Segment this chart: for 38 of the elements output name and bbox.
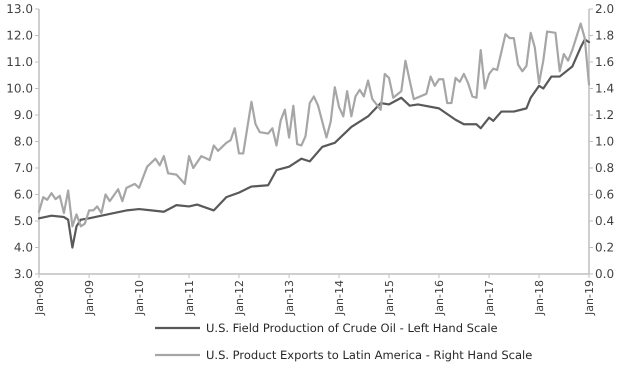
x-tick-label: Jan-09 bbox=[82, 280, 96, 316]
x-tick-label: Jan-15 bbox=[382, 280, 396, 316]
x-tick-label: Jan-16 bbox=[432, 280, 446, 316]
x-tick-label: Jan-10 bbox=[132, 280, 146, 316]
y-tick-label: 9.0 bbox=[14, 108, 33, 122]
y2-tick-label: 1.4 bbox=[595, 82, 614, 96]
y-tick-label: 6.0 bbox=[14, 188, 33, 202]
y-tick-label: 12.0 bbox=[6, 28, 33, 43]
x-tick-label: Jan-11 bbox=[182, 280, 196, 316]
y2-tick-label: 2.0 bbox=[595, 2, 614, 16]
y2-tick-label: 1.6 bbox=[595, 55, 614, 70]
y2-tick-label: 0.0 bbox=[595, 267, 614, 282]
y-tick-label: 10.0 bbox=[6, 82, 33, 96]
y-tick-label: 7.0 bbox=[14, 161, 33, 176]
y2-tick-label: 0.8 bbox=[595, 161, 614, 176]
y2-tick-label: 0.4 bbox=[595, 214, 614, 228]
y2-tick-label: 0.6 bbox=[595, 188, 614, 202]
y2-tick-label: 1.8 bbox=[595, 28, 614, 43]
y-tick-label: 4.0 bbox=[14, 240, 33, 255]
y-tick-label: 5.0 bbox=[14, 214, 33, 228]
y-tick-label: 3.0 bbox=[14, 267, 33, 282]
x-tick-label: Jan-14 bbox=[332, 280, 346, 316]
line-series bbox=[38, 22, 590, 228]
y2-tick-label: 1.2 bbox=[595, 108, 614, 122]
x-tick-label: Jan-17 bbox=[482, 280, 496, 316]
x-tick-label: Jan-12 bbox=[232, 280, 246, 316]
x-tick-label: Jan-08 bbox=[32, 280, 46, 316]
legend-label: U.S. Field Production of Crude Oil - Left Hand Scale bbox=[206, 321, 498, 336]
y-tick-label: 8.0 bbox=[14, 134, 33, 149]
y-tick-label: 11.0 bbox=[6, 55, 33, 70]
y-tick-label: 13.0 bbox=[6, 2, 33, 16]
y2-tick-label: 0.2 bbox=[595, 240, 614, 255]
x-tick-label: Jan-13 bbox=[282, 280, 296, 316]
x-tick-label: Jan-18 bbox=[532, 280, 546, 316]
line-series bbox=[38, 38, 590, 249]
x-tick-label: Jan-19 bbox=[582, 280, 596, 316]
y2-tick-label: 1.0 bbox=[595, 134, 614, 149]
legend-label: U.S. Product Exports to Latin America - Right Hand Scale bbox=[206, 348, 532, 362]
